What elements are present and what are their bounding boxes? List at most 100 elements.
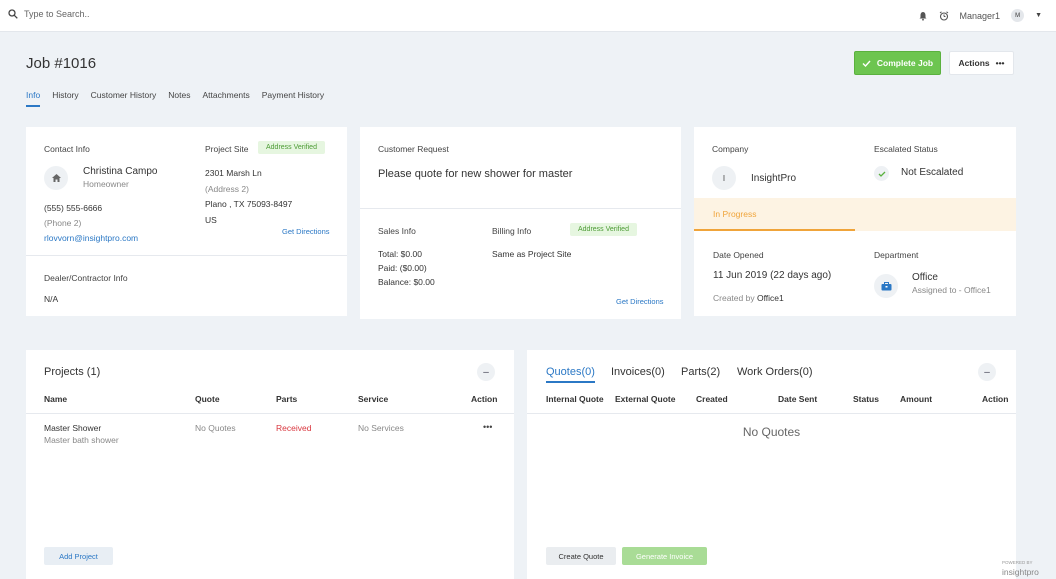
contact-name: Christina Campo (83, 166, 158, 177)
alarm-clock-icon[interactable] (939, 10, 949, 21)
contact-phone[interactable]: (555) 555-6666 (44, 203, 103, 213)
collapse-projects-button[interactable]: – (477, 363, 495, 381)
create-quote-button[interactable]: Create Quote (546, 547, 616, 565)
customer-request-heading: Customer Request (378, 144, 449, 154)
briefcase-icon (881, 281, 891, 290)
row-actions-icon[interactable]: ••• (483, 422, 493, 432)
add-project-button[interactable]: Add Project (44, 547, 113, 565)
tab-history[interactable]: History (52, 90, 79, 100)
empty-state: No Quotes (742, 425, 801, 439)
sales-balance: Balance: $0.00 (378, 277, 435, 287)
status-bar (694, 198, 1016, 231)
home-icon (51, 174, 61, 182)
check-icon (862, 60, 871, 67)
job-status-card: Company I InsightPro Escalated Status No… (694, 127, 1016, 316)
generate-invoice-button[interactable]: Generate Invoice (622, 547, 707, 565)
divider (26, 255, 347, 256)
tab-invoices[interactable]: Invoices(0) (611, 366, 665, 378)
column-date-sent[interactable]: Date Sent (778, 394, 818, 404)
tab-quotes[interactable]: Quotes(0) (546, 366, 595, 383)
column-internal-quote[interactable]: Internal Quote (546, 394, 604, 404)
projects-card: Projects (1) – Name Quote Parts Service … (26, 350, 514, 579)
column-external-quote[interactable]: External Quote (615, 394, 676, 404)
company-heading: Company (712, 144, 749, 154)
project-sub: Master bath shower (44, 435, 119, 445)
project-quote: No Quotes (195, 423, 236, 433)
contact-info-heading: Contact Info (44, 144, 90, 154)
column-created[interactable]: Created (696, 394, 728, 404)
request-card: Customer Request Please quote for new sh… (360, 127, 681, 319)
project-parts: Received (276, 423, 312, 433)
status-progress-bar (694, 229, 855, 231)
column-action: Action (982, 394, 1009, 404)
dealer-heading: Dealer/Contractor Info (44, 273, 128, 283)
company-name: InsightPro (751, 173, 797, 184)
department-assigned: Assigned to - Office1 (912, 285, 991, 295)
customer-request-text: Please quote for new shower for master (378, 168, 573, 180)
search-input[interactable] (24, 9, 164, 19)
billing-address-verified-badge: Address Verified (570, 223, 637, 236)
sales-paid: Paid: ($0.00) (378, 263, 427, 273)
tab-payment-history[interactable]: Payment History (261, 90, 325, 100)
minus-icon: – (483, 366, 489, 378)
column-status[interactable]: Status (853, 394, 879, 404)
top-bar: Manager1 M ▼ (0, 0, 1056, 32)
column-parts[interactable]: Parts (276, 394, 298, 404)
sales-total: Total: $0.00 (378, 249, 422, 259)
collapse-quotes-button[interactable]: – (978, 363, 996, 381)
company-initial: I (722, 173, 726, 183)
actions-button[interactable]: Actions ••• (949, 51, 1014, 75)
column-service[interactable]: Service (358, 394, 389, 404)
column-quote[interactable]: Quote (195, 394, 220, 404)
tab-attachments[interactable]: Attachments (202, 90, 250, 100)
site-address-line1: 2301 Marsh Ln (205, 168, 262, 178)
project-service: No Services (358, 423, 404, 433)
bell-icon[interactable] (918, 11, 928, 21)
complete-job-button[interactable]: Complete Job (854, 51, 941, 75)
search-icon (8, 9, 18, 19)
search (8, 9, 164, 19)
table-row[interactable]: Master Shower Master bath shower No Quot… (26, 416, 514, 450)
get-directions-link[interactable]: Get Directions (282, 227, 330, 236)
created-by-user: Office1 (756, 293, 784, 303)
contact-phone-2: (Phone 2) (44, 218, 82, 228)
chevron-down-icon[interactable]: ▼ (1035, 12, 1042, 19)
divider (360, 208, 681, 209)
powered-by: POWERED BY (1002, 560, 1033, 565)
billing-get-directions-link[interactable]: Get Directions (616, 297, 664, 306)
tab-parts[interactable]: Parts(2) (681, 366, 721, 378)
escalated-heading: Escalated Status (874, 144, 938, 154)
contact-email[interactable]: rlovvorn@insightpro.com (44, 233, 139, 243)
avatar[interactable]: M (1011, 9, 1025, 22)
department-avatar (874, 274, 898, 298)
column-action: Action (471, 394, 498, 404)
tab-notes[interactable]: Notes (168, 90, 191, 100)
contact-card: Contact Info Christina Campo Homeowner (… (26, 127, 347, 316)
check-circle-icon (874, 166, 889, 181)
project-name[interactable]: Master Shower (44, 423, 102, 433)
tab-info[interactable]: Info (26, 90, 41, 107)
created-by-prefix: Created by (713, 293, 755, 303)
tab-work-orders[interactable]: Work Orders(0) (737, 366, 813, 378)
complete-job-label: Complete Job (876, 58, 934, 68)
user-name[interactable]: Manager1 (959, 10, 1001, 21)
billing-value: Same as Project Site (492, 249, 572, 259)
department-heading: Department (874, 250, 919, 260)
sales-info-heading: Sales Info (378, 226, 416, 236)
minus-icon: – (984, 366, 990, 378)
tab-customer-history[interactable]: Customer History (90, 90, 157, 100)
department-name: Office (912, 272, 938, 283)
column-amount[interactable]: Amount (900, 394, 933, 404)
brand-logo: insightpro (1002, 567, 1039, 577)
actions-label: Actions (958, 58, 990, 68)
contact-role: Homeowner (83, 179, 129, 189)
status-label: In Progress (713, 209, 757, 219)
page-title: Job #1016 (26, 55, 97, 72)
billing-info-heading: Billing Info (492, 226, 532, 236)
site-address-line2: (Address 2) (205, 184, 249, 194)
divider (26, 413, 514, 414)
more-dots-icon: ••• (995, 58, 1005, 68)
column-name[interactable]: Name (44, 394, 68, 404)
escalated-value: Not Escalated (901, 167, 964, 178)
date-opened-heading: Date Opened (713, 250, 764, 260)
